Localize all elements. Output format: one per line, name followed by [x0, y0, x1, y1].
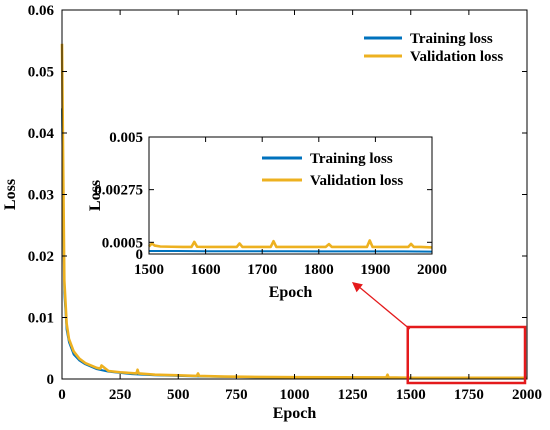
zoom-arrow-line: [357, 285, 411, 330]
main-x-tick-label: 1250: [338, 387, 368, 403]
inset-axes-box: [148, 136, 433, 255]
inset-x-tick-label: 1800: [304, 262, 334, 278]
inset-y-axis-title: Loss: [87, 180, 104, 211]
main-y-tick-label: 0.06: [28, 3, 55, 19]
main-x-tick-label: 500: [167, 387, 190, 403]
inset-legend-label-training: Training loss: [310, 151, 393, 167]
inset-x-tick-label: 1900: [360, 262, 390, 278]
zoom-arrow-head: [352, 282, 363, 293]
main-y-tick-label: 0: [47, 372, 55, 388]
inset-y-tick-label: 0.005: [109, 130, 143, 146]
main-y-tick-label: 0.04: [28, 126, 55, 142]
main-x-tick-label: 750: [225, 387, 248, 403]
main-legend-label-training: Training loss: [410, 31, 493, 47]
main-x-axis-title: Epoch: [273, 405, 317, 422]
inset-y-tick-label: 0: [136, 247, 144, 263]
main-y-tick-label: 0.02: [28, 249, 54, 265]
main-x-tick-label: 1000: [280, 387, 310, 403]
main-x-tick-label: 1750: [454, 387, 484, 403]
main-y-axis-title: Loss: [2, 179, 19, 210]
main-x-tick-label: 0: [58, 387, 66, 403]
zoom-highlight-box: [406, 325, 527, 385]
inset-legend-label-validation: Validation loss: [310, 173, 403, 189]
inset-x-tick-label: 1600: [191, 262, 221, 278]
inset-x-axis-title: Epoch: [269, 284, 313, 301]
inset-y-tick-label: 0.0005: [102, 235, 143, 251]
main-y-tick-label: 0.05: [28, 65, 54, 81]
main-y-tick-label: 0.01: [28, 311, 54, 327]
inset-series-line-validation: [148, 239, 433, 249]
inset-x-tick-label: 2000: [417, 262, 447, 278]
inset-y-tick-label: 0.00275: [94, 183, 143, 199]
inset-series-line-training: [149, 249, 433, 253]
inset-x-tick-label: 1500: [134, 262, 164, 278]
main-x-tick-label: 1500: [396, 387, 426, 403]
main-x-tick-label: 250: [109, 387, 132, 403]
main-y-tick-label: 0.03: [28, 188, 54, 204]
main-series-group: [60, 43, 527, 380]
main-series-line-validation: [60, 43, 527, 380]
inset-x-tick-label: 1700: [247, 262, 277, 278]
main-x-tick-label: 2000: [512, 387, 542, 403]
inset-series-group: [148, 239, 433, 253]
main-legend-label-validation: Validation loss: [410, 49, 503, 65]
